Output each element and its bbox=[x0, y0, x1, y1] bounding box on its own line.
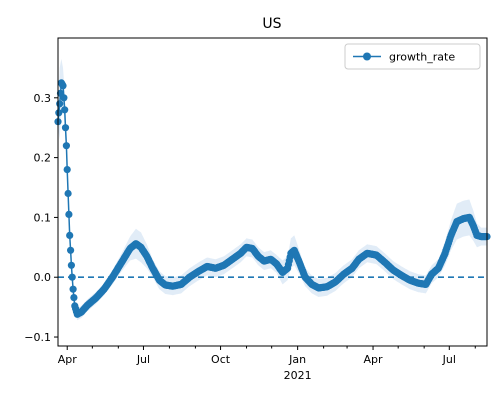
x-tick-sublabel: 2021 bbox=[284, 369, 312, 382]
data-point bbox=[65, 210, 73, 218]
x-tick-label: Apr bbox=[58, 353, 78, 366]
data-point bbox=[60, 94, 68, 102]
data-point bbox=[64, 189, 72, 198]
data-point bbox=[55, 109, 63, 117]
data-point bbox=[62, 142, 70, 150]
data-point bbox=[61, 124, 70, 132]
x-tick-label: Jul bbox=[442, 353, 456, 366]
data-point bbox=[67, 261, 75, 269]
legend-box bbox=[344, 43, 481, 70]
y-tick-label: −0.1 bbox=[24, 331, 51, 344]
data-point bbox=[69, 285, 77, 293]
data-point bbox=[66, 231, 74, 239]
x-tick-label: Jan bbox=[288, 353, 306, 366]
x-tick-label: Oct bbox=[211, 353, 231, 366]
data-point bbox=[70, 294, 78, 302]
plot-frame bbox=[57, 37, 488, 347]
data-point bbox=[67, 246, 75, 254]
data-point bbox=[56, 100, 64, 108]
y-tick-label: 0.2 bbox=[34, 152, 52, 165]
data-point bbox=[68, 273, 76, 281]
y-tick-label: 0.3 bbox=[34, 92, 52, 105]
legend-label: growth_rate bbox=[389, 51, 455, 64]
x-tick-label: Apr bbox=[364, 353, 384, 366]
legend-marker bbox=[363, 52, 371, 61]
data-point bbox=[59, 82, 67, 90]
legend: growth_rate bbox=[344, 43, 481, 70]
y-tick-label: 0.1 bbox=[34, 211, 52, 224]
data-point bbox=[61, 106, 69, 114]
plot-area: −0.1 0.0 0.1 0.2 0.3 Apr Jul Oct Jan 2021 Apr Jul bbox=[24, 37, 491, 382]
data-point bbox=[63, 166, 71, 174]
x-tick-label: Jul bbox=[136, 353, 150, 366]
chart-title: US bbox=[262, 16, 281, 32]
series-markers bbox=[54, 79, 491, 318]
y-tick-label: 0.0 bbox=[34, 271, 52, 284]
